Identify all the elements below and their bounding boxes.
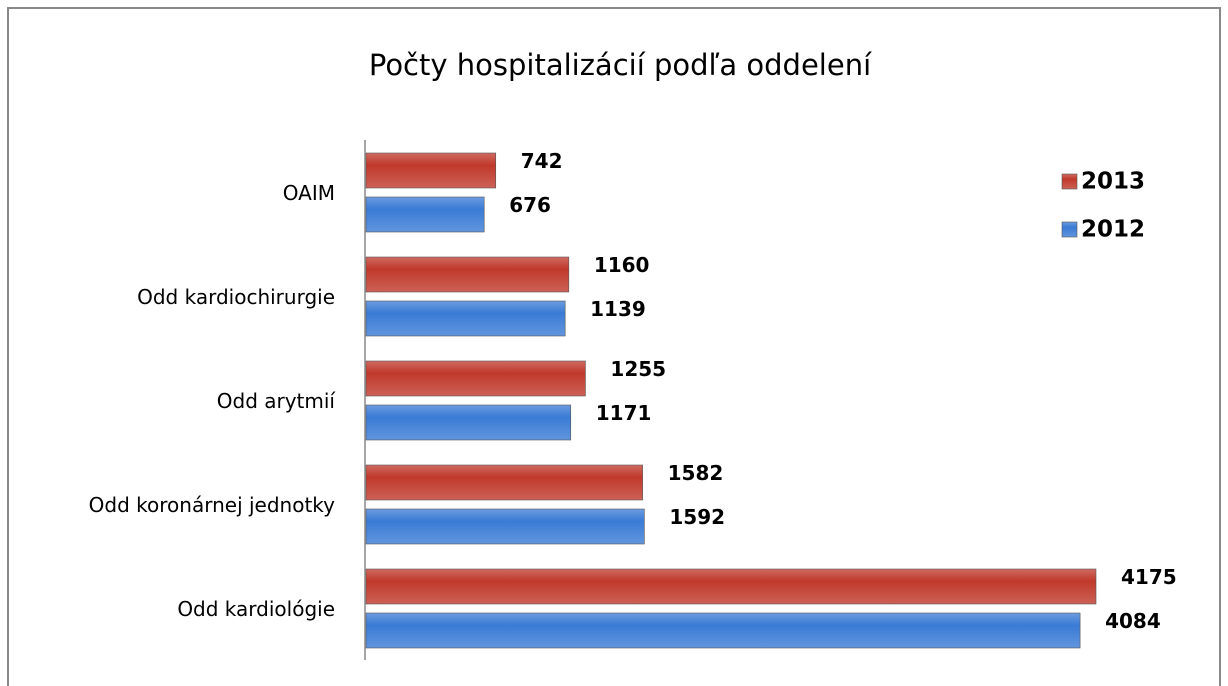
value-label: 742 <box>521 149 563 173</box>
chart-title: Počty hospitalizácií podľa oddelení <box>369 48 872 82</box>
category-label: OAIM <box>282 180 335 205</box>
bar <box>365 196 485 233</box>
category-label: Odd koronárnej jednotky <box>88 492 335 517</box>
bar <box>365 256 570 293</box>
value-label: 4084 <box>1105 609 1161 633</box>
category-label: Odd kardiochirurgie <box>137 284 335 309</box>
value-label: 1160 <box>594 253 650 277</box>
bar <box>365 152 497 189</box>
category-label: Odd kardiológie <box>177 596 335 621</box>
bar <box>365 508 645 545</box>
bar <box>365 464 643 501</box>
bar <box>365 568 1097 605</box>
legend-swatch <box>1061 173 1078 190</box>
legend-label: 2013 <box>1081 169 1145 195</box>
legend-swatch <box>1061 221 1078 238</box>
value-label: 1139 <box>590 297 646 321</box>
category-label: Odd arytmií <box>216 388 335 413</box>
value-label: 1255 <box>610 357 666 381</box>
value-label: 1582 <box>668 461 724 485</box>
bar <box>365 360 586 397</box>
bar <box>365 404 572 441</box>
bar <box>365 300 566 337</box>
value-label: 1592 <box>669 505 725 529</box>
bar <box>365 612 1081 649</box>
legend-label: 2012 <box>1081 217 1145 243</box>
value-label: 676 <box>509 193 551 217</box>
value-label: 1171 <box>596 401 652 425</box>
value-label: 4175 <box>1121 565 1177 589</box>
